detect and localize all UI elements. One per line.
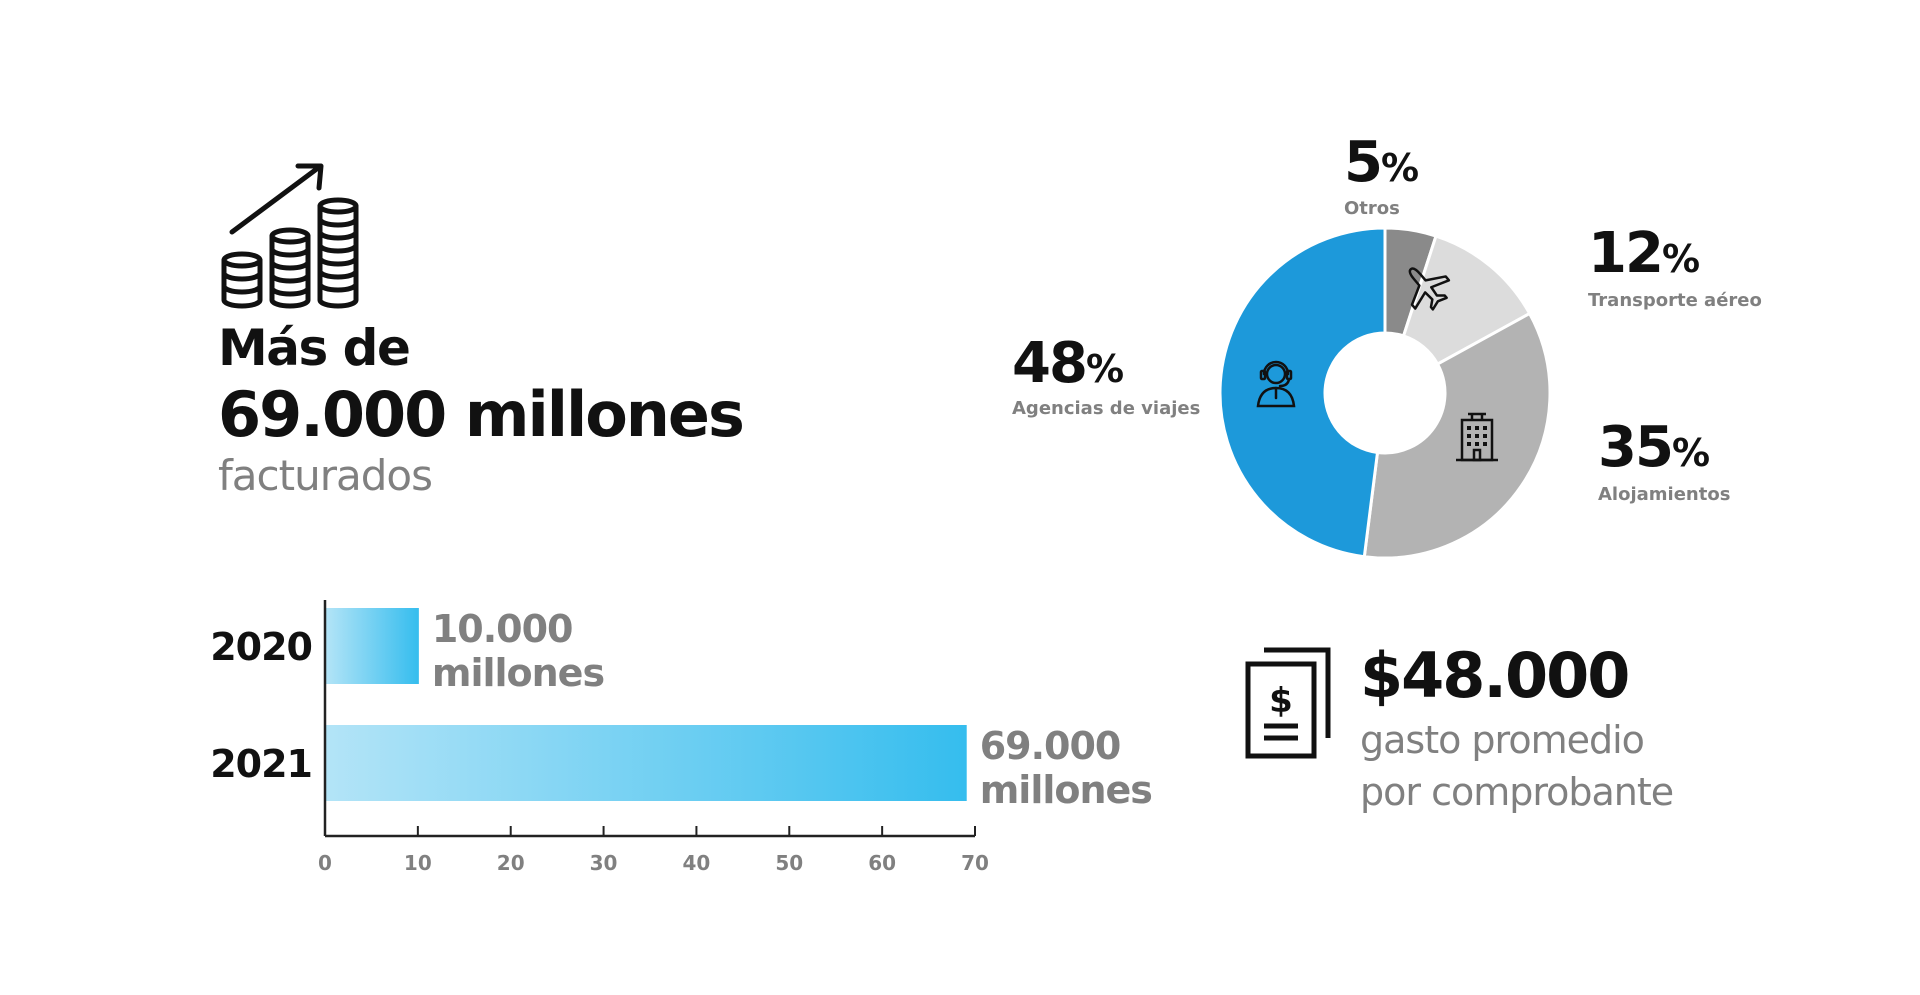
label-transporte: Transporte aéreo: [1588, 290, 1762, 311]
x-tick-label-40: 40: [683, 851, 711, 875]
pct-alojamientos-value: 35: [1598, 415, 1674, 480]
spending-donut-chart: [1218, 226, 1552, 560]
bar-2021: [326, 725, 967, 801]
bar-unit-label-2021: millones: [980, 768, 1152, 812]
pct-transporte-value: 12: [1588, 221, 1664, 286]
x-tick-label-50: 50: [775, 851, 803, 875]
x-tick-label-60: 60: [868, 851, 896, 875]
receipt-dollar-icon: $: [1245, 647, 1331, 759]
pct-otros-value: 5: [1344, 130, 1383, 195]
x-tick-label-30: 30: [590, 851, 618, 875]
bar-year-label-2020: 2020: [210, 625, 312, 669]
bar-2020: [326, 608, 419, 684]
pct-transporte-sign: %: [1661, 237, 1700, 281]
bar-value-label-2021: 69.000: [980, 724, 1121, 768]
svg-text:$: $: [1269, 681, 1293, 721]
pct-otros: 5%: [1344, 135, 1419, 191]
pct-agencias-sign: %: [1085, 347, 1124, 391]
label-agencias: Agencias de viajes: [1012, 398, 1201, 419]
bar-value-label-2020: 10.000: [432, 607, 573, 651]
pct-agencias-value: 48: [1012, 331, 1088, 396]
call-agent-icon: [1256, 360, 1296, 408]
average-spend-line2: por comprobante: [1360, 770, 1674, 814]
average-spend-value: $48.000: [1360, 639, 1630, 712]
x-tick-label-0: 0: [318, 851, 332, 875]
headline-amount: 69.000 millones: [218, 378, 745, 451]
pct-alojamientos-sign: %: [1671, 431, 1710, 475]
pct-alojamientos: 35%: [1598, 420, 1710, 476]
donut-slice-agencias-de-viajes: [1218, 226, 1387, 559]
pct-transporte: 12%: [1588, 226, 1700, 282]
building-icon: [1456, 412, 1498, 462]
airplane-icon: [1408, 267, 1451, 311]
coins-growth-icon: [221, 163, 359, 309]
x-tick-label-70: 70: [961, 851, 989, 875]
x-tick-label-20: 20: [497, 851, 525, 875]
donut-slice-alojamientos: [1362, 311, 1552, 560]
bar-year-label-2021: 2021: [210, 742, 312, 786]
label-alojamientos: Alojamientos: [1598, 484, 1731, 505]
headline-caption: facturados: [218, 451, 433, 500]
pct-otros-sign: %: [1380, 146, 1419, 190]
average-spend-line1: gasto promedio: [1360, 718, 1645, 762]
x-tick-label-10: 10: [404, 851, 432, 875]
headline-prefix: Más de: [218, 319, 411, 377]
label-otros: Otros: [1344, 198, 1400, 219]
bar-unit-label-2020: millones: [432, 651, 604, 695]
pct-agencias: 48%: [1012, 336, 1124, 392]
